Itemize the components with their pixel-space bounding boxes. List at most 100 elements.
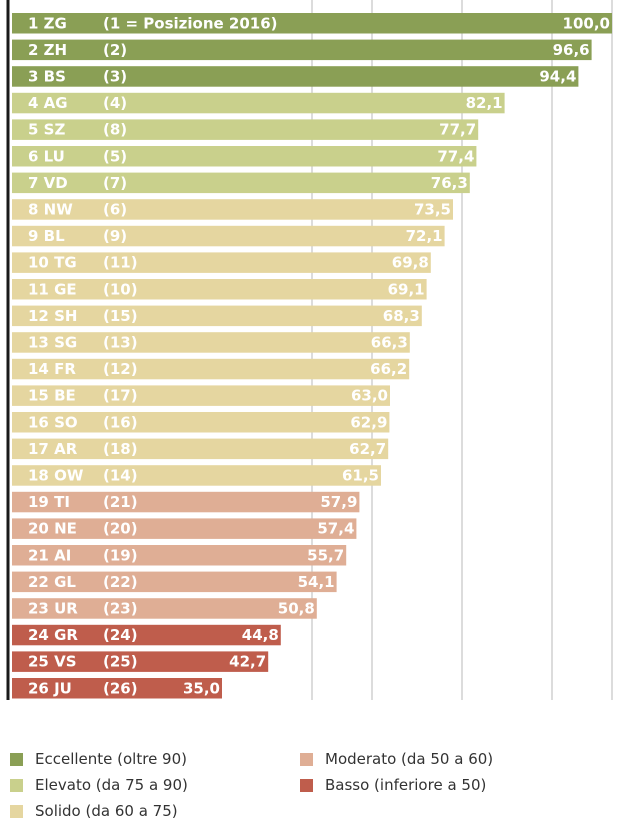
data-label: 66,3	[371, 333, 408, 351]
bar-prev-rank: (1 = Posizione 2016)	[103, 14, 278, 32]
bar	[12, 66, 579, 87]
data-label: 96,6	[553, 41, 590, 59]
bar-rank-code: 24 GR	[28, 626, 78, 644]
bar-prev-rank: (14)	[103, 466, 138, 484]
data-label: 73,5	[414, 200, 451, 218]
bar-rank-code: 15 BE	[28, 387, 76, 405]
legend-label: Eccellente (oltre 90)	[35, 750, 187, 768]
bar	[12, 305, 422, 327]
bar-rank-code: 8 NW	[28, 200, 73, 218]
bar	[12, 332, 410, 353]
bar	[12, 13, 612, 34]
bar	[12, 172, 470, 194]
bar	[12, 491, 360, 513]
bar-rank-code: 9 BL	[28, 227, 65, 245]
legend-swatch	[10, 778, 23, 792]
bar	[12, 518, 357, 539]
legend-swatch	[10, 804, 23, 818]
legend-item-elevato: Elevato (da 75 a 90)	[10, 776, 188, 794]
data-label: 66,2	[370, 360, 407, 378]
ranking-bar-chart: 1 ZG (1 = Posizione 2016) 100,0 2 ZH (2) 96,6…	[6, 0, 613, 700]
bar-prev-rank: (23)	[103, 599, 138, 617]
bar-prev-rank: (3)	[103, 67, 127, 85]
bar-rank-code: 5 SZ	[28, 121, 65, 139]
bar-prev-rank: (13)	[103, 333, 138, 351]
legend-swatch	[10, 752, 23, 766]
bar	[12, 252, 431, 273]
legend-label: Basso (inferiore a 50)	[325, 776, 487, 794]
bar-prev-rank: (11)	[103, 254, 138, 272]
data-label: 44,8	[242, 626, 279, 644]
bar-prev-rank: (18)	[103, 440, 138, 458]
bar	[12, 438, 389, 460]
bar-rank-code: 19 TI	[28, 493, 70, 511]
bar	[12, 651, 269, 672]
bar-prev-rank: (7)	[103, 174, 127, 192]
bar-prev-rank: (8)	[103, 121, 127, 139]
data-label: 62,9	[350, 413, 387, 431]
data-label: 55,7	[307, 546, 344, 564]
bar-prev-rank: (26)	[103, 679, 138, 697]
bar-prev-rank: (19)	[103, 546, 138, 564]
data-label: 50,8	[278, 599, 315, 617]
legend-item-solido: Solido (da 60 a 75)	[10, 802, 178, 820]
bar	[12, 385, 390, 406]
bar-prev-rank: (12)	[103, 360, 138, 378]
bar-rank-code: 12 SH	[28, 307, 77, 325]
bar	[12, 358, 410, 380]
bar	[12, 39, 592, 61]
bar	[12, 225, 445, 247]
data-label: 62,7	[349, 440, 386, 458]
data-label: 94,4	[539, 67, 576, 85]
bar-rank-code: 13 SG	[28, 333, 77, 351]
bar-prev-rank: (21)	[103, 493, 138, 511]
legend-label: Moderato (da 50 a 60)	[325, 750, 494, 768]
bar	[12, 598, 317, 619]
bar-rank-code: 22 GL	[28, 573, 76, 591]
bar-prev-rank: (24)	[103, 626, 138, 644]
bar-prev-rank: (6)	[103, 200, 127, 218]
data-label: 42,7	[229, 653, 266, 671]
bar-rank-code: 21 AI	[28, 546, 71, 564]
bar	[12, 146, 477, 167]
bar-rank-code: 2 ZH	[28, 41, 67, 59]
bar	[12, 412, 390, 433]
bar-rank-code: 14 FR	[28, 360, 76, 378]
bar-prev-rank: (17)	[103, 387, 138, 405]
bar-rank-code: 16 SO	[28, 413, 78, 431]
bar-rank-code: 11 GE	[28, 280, 77, 298]
legend-label: Solido (da 60 a 75)	[35, 802, 178, 820]
data-label: 54,1	[298, 573, 335, 591]
bar-prev-rank: (22)	[103, 573, 138, 591]
bar-prev-rank: (9)	[103, 227, 127, 245]
bar-prev-rank: (16)	[103, 413, 138, 431]
bar-prev-rank: (25)	[103, 653, 138, 671]
data-label: 100,0	[563, 14, 610, 32]
bar-rank-code: 26 JU	[28, 679, 72, 697]
bar-prev-rank: (5)	[103, 147, 127, 165]
bar	[12, 119, 479, 140]
bar-rank-code: 23 UR	[28, 599, 78, 617]
data-label: 69,8	[392, 254, 429, 272]
bar-rank-code: 20 NE	[28, 520, 77, 538]
bar-rank-code: 7 VD	[28, 174, 68, 192]
legend-item-moderato: Moderato (da 50 a 60)	[300, 750, 493, 768]
bar-rank-code: 18 OW	[28, 466, 84, 484]
bar	[12, 92, 505, 114]
bar-rank-code: 4 AG	[28, 94, 68, 112]
data-label: 35,0	[183, 679, 220, 697]
bar-prev-rank: (2)	[103, 41, 127, 59]
bar	[12, 279, 427, 300]
data-label: 63,0	[351, 387, 388, 405]
bar	[12, 545, 347, 566]
bar	[12, 465, 381, 486]
legend-swatch	[300, 752, 313, 766]
bar-rank-code: 6 LU	[28, 147, 65, 165]
data-label: 77,4	[437, 147, 474, 165]
bar-rank-code: 25 VS	[28, 653, 77, 671]
legend-swatch	[300, 778, 313, 792]
bar-rank-code: 10 TG	[28, 254, 77, 272]
bar-rank-code: 1 ZG	[28, 14, 67, 32]
bar-rank-code: 3 BS	[28, 67, 66, 85]
data-label: 61,5	[342, 466, 379, 484]
